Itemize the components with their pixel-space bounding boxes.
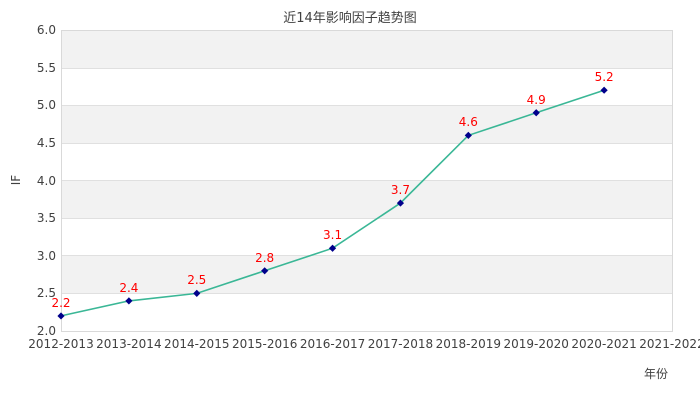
grid-band bbox=[62, 181, 672, 219]
y-tick-label: 2.0 bbox=[36, 324, 56, 338]
data-point-value-label: 2.5 bbox=[187, 273, 207, 288]
chart-title: 近14年影响因子趋势图 bbox=[283, 11, 417, 26]
x-tick-label: 2013-2014 bbox=[96, 337, 162, 351]
y-tick-label: 6.0 bbox=[36, 23, 56, 37]
y-tick-label: 3.0 bbox=[36, 248, 56, 263]
y-axis-title: IF bbox=[9, 174, 24, 185]
x-tick-label: 2016-2017 bbox=[299, 337, 366, 351]
y-tick-label: 3.5 bbox=[36, 211, 56, 226]
data-point-value-label: 2.8 bbox=[255, 250, 275, 265]
y-tick-label: 2.5 bbox=[36, 286, 56, 301]
plot-area bbox=[61, 30, 673, 332]
data-point-value-label: 2.4 bbox=[119, 280, 139, 295]
x-axis-title: 年份 bbox=[644, 367, 669, 381]
data-point-value-label: 5.2 bbox=[594, 70, 614, 85]
grid-band bbox=[62, 218, 672, 256]
grid-band bbox=[62, 293, 672, 331]
data-point-value-label: 4.9 bbox=[526, 92, 546, 107]
data-point-value-label: 2.2 bbox=[51, 295, 71, 310]
y-tick-label: 4.0 bbox=[36, 173, 56, 188]
x-tick-label: 2018-2019 bbox=[435, 337, 502, 351]
x-tick-label: 2019-2020 bbox=[503, 337, 569, 351]
data-point-value-label: 3.7 bbox=[390, 183, 410, 198]
grid-band bbox=[62, 31, 672, 69]
y-tick-label: 4.5 bbox=[36, 135, 56, 150]
x-tick-label: 2017-2018 bbox=[367, 337, 434, 351]
x-tick-label: 2014-2015 bbox=[164, 337, 230, 351]
grid-band bbox=[62, 256, 672, 294]
grid-band bbox=[62, 143, 672, 181]
data-point-value-label: 3.1 bbox=[323, 228, 343, 243]
grid-band bbox=[62, 106, 672, 144]
x-tick-label: 2020-2021 bbox=[571, 337, 637, 351]
y-tick-label: 5.0 bbox=[36, 98, 56, 113]
x-tick-label: 2012-2013 bbox=[28, 337, 94, 351]
grid-band bbox=[62, 68, 672, 106]
x-tick-label: 2015-2016 bbox=[231, 337, 298, 351]
x-tick-label: 2021-2022 bbox=[639, 337, 700, 351]
data-point-value-label: 4.6 bbox=[458, 115, 478, 130]
y-tick-label: 5.5 bbox=[36, 60, 56, 75]
